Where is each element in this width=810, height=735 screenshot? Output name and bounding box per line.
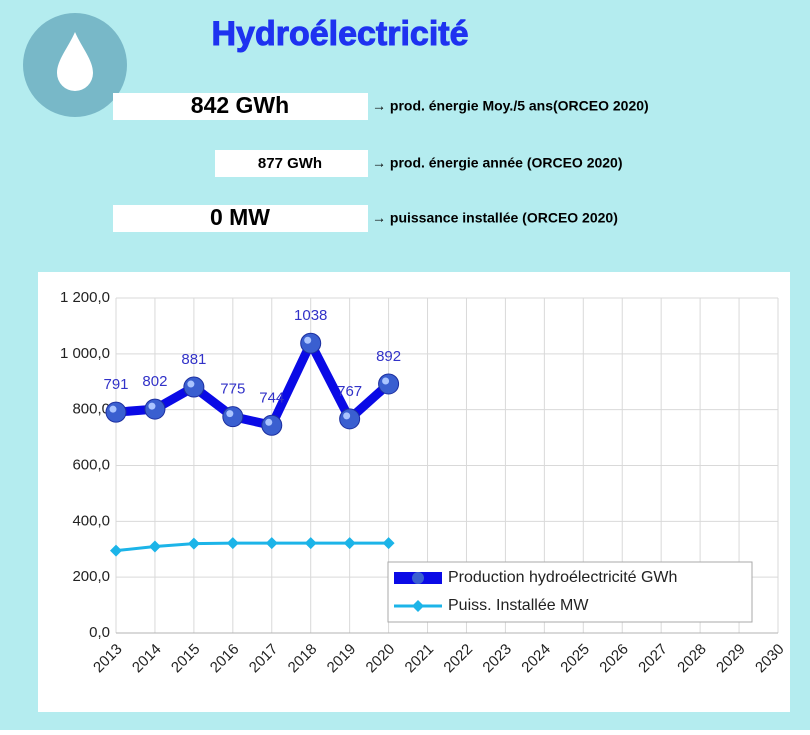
marker-highlight <box>343 412 351 420</box>
legend-label: Production hydroélectricité GWh <box>448 569 677 586</box>
point-marker <box>105 401 127 423</box>
point-marker <box>378 373 400 395</box>
data-label: 892 <box>376 348 401 365</box>
point-marker <box>226 537 239 550</box>
data-label: 791 <box>103 376 128 393</box>
y-tick-label: 1 000,0 <box>60 345 110 362</box>
y-tick-label: 800,0 <box>72 401 110 418</box>
drop-icon <box>57 32 93 91</box>
stat-box <box>113 93 368 120</box>
data-label: 802 <box>142 373 167 390</box>
y-tick-label: 400,0 <box>72 512 110 529</box>
y-tick-label: 0,0 <box>89 624 110 641</box>
stat-value: 842 GWh <box>191 92 289 118</box>
series-line <box>115 541 389 553</box>
point-marker <box>343 537 356 550</box>
point-marker <box>222 406 244 428</box>
data-label: 1038 <box>294 307 327 324</box>
stat-value: 877 GWh <box>258 155 322 172</box>
stat-label: → prod. énergie Moy./5 ans(ORCEO 2020) <box>372 98 649 114</box>
data-label: 767 <box>337 383 362 400</box>
point-marker <box>110 544 122 557</box>
point-marker <box>183 376 205 398</box>
point-marker <box>187 537 200 550</box>
marker-highlight <box>304 336 312 344</box>
stat-label: → puissance installée (ORCEO 2020) <box>372 210 618 226</box>
stat-box <box>113 205 368 232</box>
point-marker <box>148 540 161 553</box>
title: Hydroélectricité <box>212 15 469 53</box>
point-marker <box>339 408 361 430</box>
data-label: 881 <box>181 351 206 368</box>
y-tick-label: 600,0 <box>72 456 110 473</box>
legend-box <box>387 561 753 623</box>
stat-label: → prod. énergie année (ORCEO 2020) <box>372 155 623 171</box>
data-label: 775 <box>220 381 245 398</box>
stat-box <box>215 150 368 177</box>
point-marker <box>261 414 283 436</box>
marker-highlight <box>226 410 234 418</box>
legend-marker <box>412 572 424 584</box>
chart-area <box>38 272 790 712</box>
y-tick-label: 200,0 <box>72 568 110 585</box>
marker-highlight <box>187 380 195 388</box>
point-marker <box>304 537 317 550</box>
marker-highlight <box>148 402 156 410</box>
point-marker <box>300 332 322 354</box>
point-marker <box>265 537 278 550</box>
y-tick-label: 1 200,0 <box>60 289 110 306</box>
stat-value: 0 MW <box>210 204 270 230</box>
point-marker <box>144 398 166 420</box>
marker-highlight <box>109 405 117 413</box>
point-marker <box>382 537 395 550</box>
marker-highlight <box>382 377 390 385</box>
marker-highlight <box>265 418 273 426</box>
legend-label: Puiss. Installée MW <box>448 597 589 614</box>
legend-marker <box>412 600 424 612</box>
data-label: 744 <box>259 389 284 406</box>
